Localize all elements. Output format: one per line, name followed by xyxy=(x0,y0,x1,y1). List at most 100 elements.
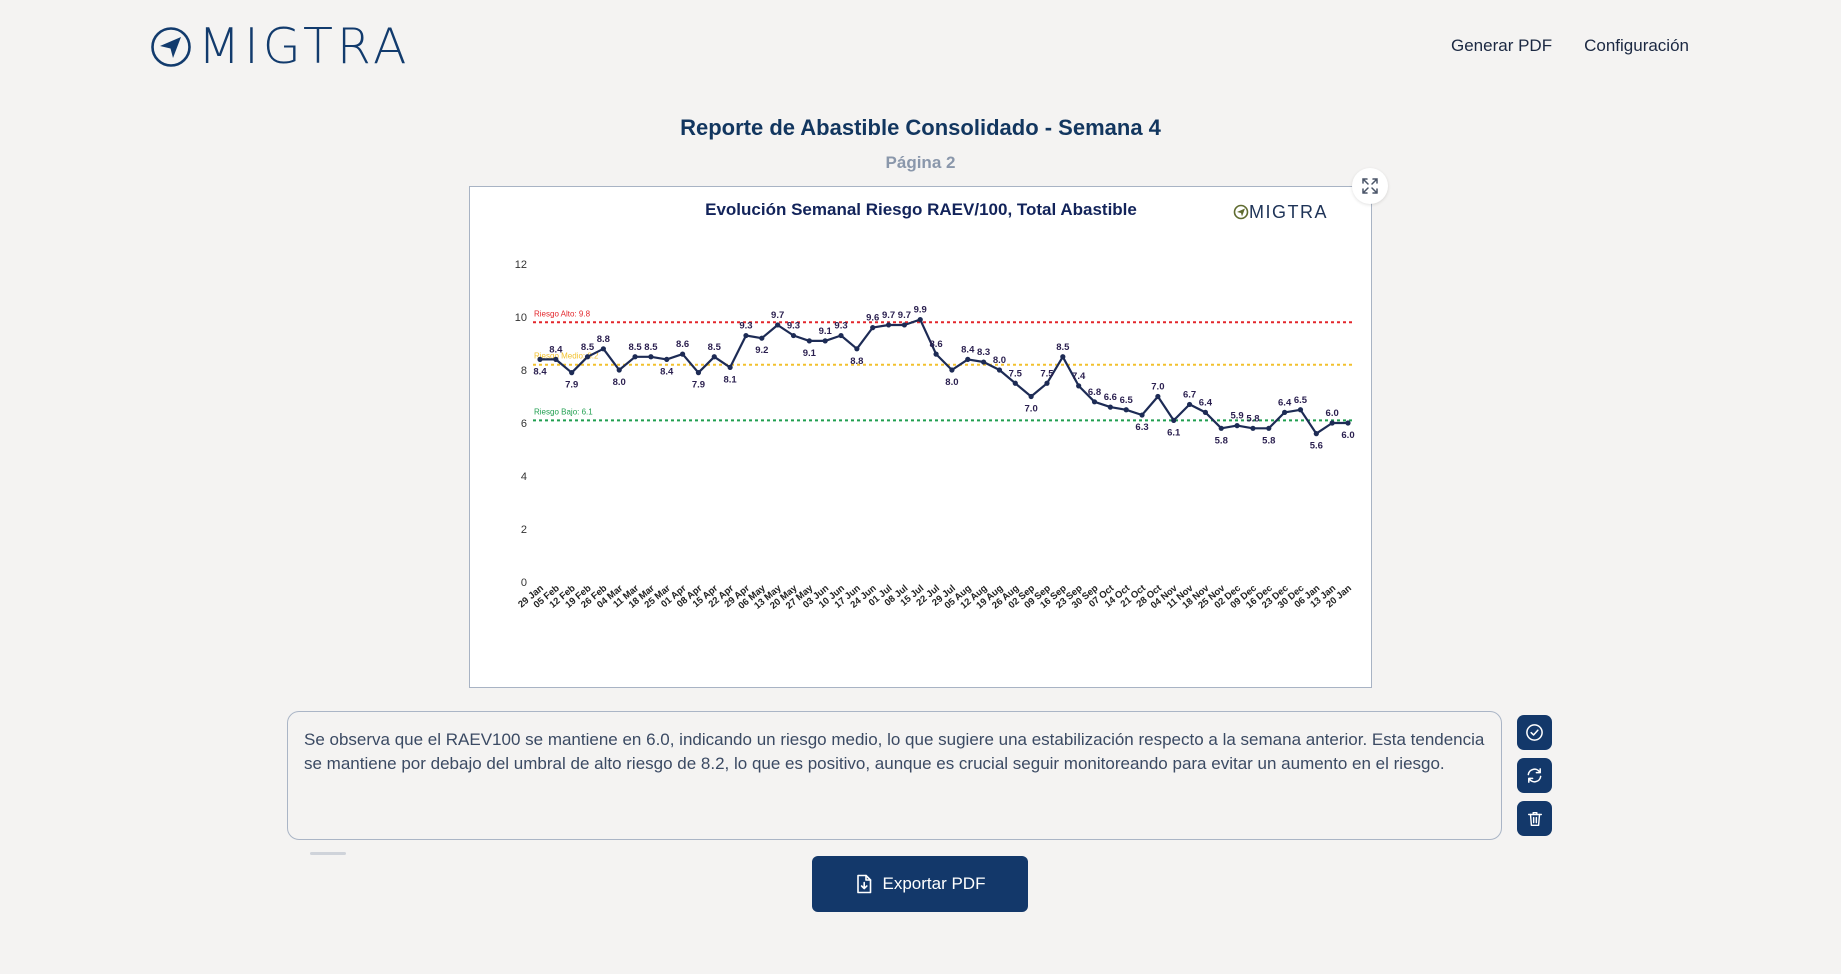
regenerate-button[interactable] xyxy=(1517,758,1552,793)
data-point xyxy=(1266,425,1272,431)
data-label: 6.0 xyxy=(1341,430,1354,441)
data-point xyxy=(664,356,670,362)
data-point xyxy=(743,332,749,339)
data-label: 5.6 xyxy=(1310,441,1323,452)
y-tick-label: 6 xyxy=(521,418,527,430)
data-label: 9.3 xyxy=(787,321,800,332)
expand-chart-button[interactable] xyxy=(1352,168,1388,204)
data-point xyxy=(679,351,686,357)
data-label: 8.6 xyxy=(676,339,689,350)
data-label: 9.6 xyxy=(866,313,879,324)
data-label: 8.5 xyxy=(1056,342,1070,353)
approve-button[interactable] xyxy=(1517,715,1552,750)
comment-textarea[interactable]: Se observa que el RAEV100 se mantiene en… xyxy=(287,711,1502,840)
data-label: 8.0 xyxy=(945,377,958,388)
data-point xyxy=(996,367,1003,373)
data-point xyxy=(981,359,987,365)
data-point xyxy=(838,332,844,339)
file-download-icon xyxy=(856,874,871,894)
reference-line-label: Riesgo Bajo: 6.1 xyxy=(534,407,593,416)
data-point xyxy=(616,367,622,373)
data-point xyxy=(537,356,543,362)
y-tick-label: 8 xyxy=(521,365,527,377)
data-label: 6.0 xyxy=(1326,408,1339,419)
data-point xyxy=(1091,399,1098,405)
data-point xyxy=(1297,407,1304,413)
data-label: 7.0 xyxy=(1025,404,1038,415)
data-label: 9.1 xyxy=(819,326,833,337)
refresh-icon xyxy=(1527,768,1542,783)
data-label: 9.7 xyxy=(771,310,784,321)
data-point xyxy=(822,338,828,344)
data-label: 6.7 xyxy=(1183,389,1196,400)
data-point xyxy=(1234,423,1240,429)
data-label: 9.7 xyxy=(898,310,911,321)
data-point xyxy=(1076,383,1082,389)
delete-button[interactable] xyxy=(1517,801,1552,836)
expand-icon xyxy=(1362,178,1378,194)
data-point xyxy=(806,338,812,344)
line-chart: Evolución Semanal Riesgo RAEV/100, Total… xyxy=(515,200,1355,612)
data-point xyxy=(1060,354,1066,360)
data-label: 8.5 xyxy=(644,342,658,353)
data-label: 9.7 xyxy=(882,310,895,321)
data-label: 6.1 xyxy=(1167,427,1181,438)
data-label: 6.3 xyxy=(1135,422,1148,433)
data-point xyxy=(632,354,638,360)
data-point xyxy=(648,354,654,360)
data-label: 5.8 xyxy=(1215,435,1228,446)
data-point xyxy=(727,364,733,370)
data-point xyxy=(901,322,907,328)
data-label: 7.5 xyxy=(1040,368,1054,379)
chart-logo-text: MIGTRA xyxy=(1249,202,1328,222)
data-label: 7.4 xyxy=(1072,371,1086,382)
compass-icon xyxy=(151,27,191,67)
data-label: 8.4 xyxy=(533,366,547,377)
data-point xyxy=(695,370,702,376)
export-pdf-label: Exportar PDF xyxy=(882,874,986,893)
data-label: 8.8 xyxy=(850,356,863,367)
series-line xyxy=(540,318,1348,435)
data-point xyxy=(965,356,971,362)
data-point xyxy=(1028,393,1034,400)
nav-configuracion[interactable]: Configuración xyxy=(1584,36,1689,55)
data-label: 6.8 xyxy=(1088,387,1101,398)
data-point xyxy=(1155,393,1161,400)
y-tick-label: 0 xyxy=(521,577,527,589)
data-label: 8.4 xyxy=(961,344,975,355)
export-pdf-button[interactable]: Exportar PDF xyxy=(812,856,1028,912)
data-label: 7.5 xyxy=(1009,368,1023,379)
data-label: 8.5 xyxy=(708,342,722,353)
reference-line-label: Riesgo Alto: 9.8 xyxy=(534,309,591,318)
data-label: 5.8 xyxy=(1262,435,1275,446)
data-label: 8.4 xyxy=(549,344,563,355)
nav-generar-pdf[interactable]: Generar PDF xyxy=(1451,36,1553,55)
data-label: 5.8 xyxy=(1246,413,1259,424)
data-label: 9.3 xyxy=(834,321,847,332)
data-point xyxy=(1044,380,1050,386)
data-point xyxy=(600,346,606,352)
data-label: 9.9 xyxy=(914,305,927,316)
data-label: 9.1 xyxy=(803,348,817,359)
data-point xyxy=(917,317,923,323)
y-tick-label: 2 xyxy=(521,524,527,536)
textarea-resize-handle[interactable] xyxy=(310,852,346,855)
report-title: Reporte de Abastible Consolidado - Seman… xyxy=(680,115,1161,140)
data-label: 8.0 xyxy=(993,355,1006,366)
migtra-logo: MIGTRA xyxy=(150,22,410,71)
data-point xyxy=(790,332,797,339)
data-point xyxy=(885,322,892,328)
data-label: 8.3 xyxy=(977,347,990,358)
page-label: Página 2 xyxy=(885,153,956,172)
data-point xyxy=(1186,401,1193,408)
data-point xyxy=(854,346,860,352)
data-label: 8.0 xyxy=(613,377,626,388)
chart-title: Evolución Semanal Riesgo RAEV/100, Total… xyxy=(705,200,1137,219)
data-point xyxy=(1313,431,1319,437)
data-point xyxy=(870,325,876,331)
y-tick-label: 10 xyxy=(515,312,527,324)
data-label: 9.2 xyxy=(755,345,768,356)
data-point xyxy=(584,354,591,360)
chart-panel: Evolución Semanal Riesgo RAEV/100, Total… xyxy=(469,186,1372,688)
data-label: 8.6 xyxy=(929,339,942,350)
